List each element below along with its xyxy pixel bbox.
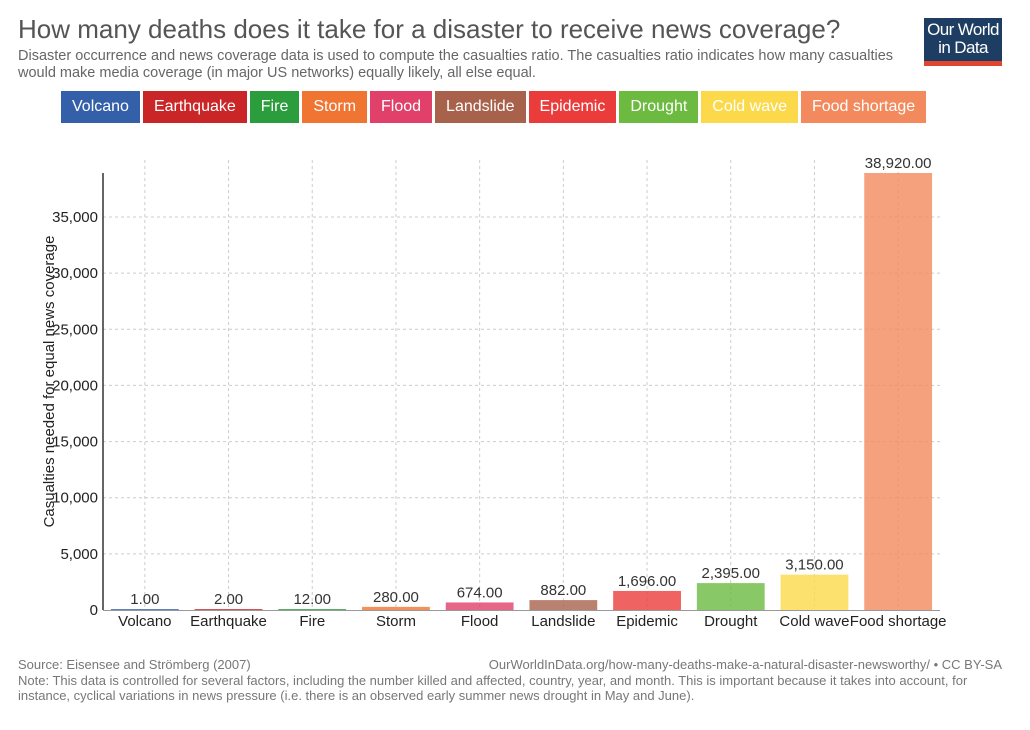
- x-tick-label: Cold wave: [779, 613, 849, 630]
- y-tick-label: 35,000: [52, 209, 98, 226]
- chart-title: How many deaths does it take for a disas…: [18, 14, 841, 44]
- y-tick-label: 20,000: [52, 377, 98, 394]
- x-tick-label: Landslide: [531, 613, 595, 630]
- source-text: Source: Eisensee and Strömberg (2007): [18, 657, 251, 672]
- x-tick-label: Food shortage: [850, 613, 947, 630]
- logo-accent-bar: [924, 61, 1002, 66]
- bar-storm[interactable]: [362, 606, 430, 610]
- legend-item-landslide[interactable]: Landslide: [435, 91, 526, 123]
- legend-item-flood[interactable]: Flood: [370, 91, 433, 123]
- x-tick-label: Earthquake: [190, 613, 267, 630]
- data-label: 2,395.00: [702, 565, 760, 582]
- bar-epidemic[interactable]: [613, 590, 681, 610]
- chart-subtitle: Disaster occurrence and news coverage da…: [18, 48, 894, 81]
- bar-food-shortage[interactable]: [864, 173, 933, 610]
- bar-volcano[interactable]: [110, 609, 179, 610]
- legend-item-cold-wave[interactable]: Cold wave: [701, 91, 798, 123]
- x-tick-label: Storm: [376, 613, 416, 630]
- y-tick-label: 10,000: [52, 490, 98, 507]
- bar-landslide[interactable]: [529, 600, 598, 610]
- bar-cold-wave[interactable]: [780, 574, 849, 610]
- legend-item-epidemic[interactable]: Epidemic: [528, 91, 617, 123]
- legend-item-food-shortage[interactable]: Food shortage: [800, 91, 927, 123]
- data-label: 674.00: [457, 584, 503, 601]
- note-text: Note: This data is controlled for severa…: [18, 673, 968, 703]
- logo-line-2: in Data: [938, 38, 988, 57]
- source-url[interactable]: OurWorldInData.org/how-many-deaths-make-…: [488, 657, 1002, 672]
- y-tick-label: 30,000: [52, 265, 98, 282]
- y-axis-label: Casualties needed for equal news coverag…: [41, 236, 58, 528]
- bar-flood[interactable]: [445, 602, 514, 610]
- data-label: 1,696.00: [618, 573, 676, 590]
- x-tick-label: Epidemic: [616, 613, 678, 630]
- x-tick-label: Drought: [704, 613, 758, 630]
- data-label: 1.00: [130, 591, 159, 608]
- y-tick-label: 0: [90, 602, 98, 619]
- data-label: 12.00: [293, 591, 331, 608]
- bar-earthquake[interactable]: [194, 609, 263, 610]
- y-tick-label: 25,000: [52, 321, 98, 338]
- x-tick-label: Volcano: [118, 613, 171, 630]
- legend-item-volcano[interactable]: Volcano: [61, 91, 140, 123]
- data-label: 882.00: [540, 582, 586, 599]
- bar-drought[interactable]: [696, 583, 765, 610]
- legend: Volcano Earthquake Fire Storm Flood Landslide…: [61, 91, 929, 123]
- owid-logo[interactable]: Our World in Data: [924, 18, 1002, 66]
- legend-item-drought[interactable]: Drought: [619, 91, 699, 123]
- legend-item-earthquake[interactable]: Earthquake: [142, 91, 247, 123]
- data-label: 38,920.00: [865, 155, 932, 172]
- y-tick-label: 15,000: [52, 434, 98, 451]
- logo-line-1: Our World: [927, 20, 999, 39]
- bar-fire[interactable]: [278, 609, 347, 610]
- legend-item-storm[interactable]: Storm: [302, 91, 368, 123]
- x-tick-label: Fire: [299, 613, 325, 630]
- y-tick-label: 5,000: [60, 546, 98, 563]
- data-label: 3,150.00: [785, 557, 843, 574]
- legend-item-fire[interactable]: Fire: [249, 91, 300, 123]
- x-tick-label: Flood: [461, 613, 499, 630]
- data-label: 2.00: [214, 591, 243, 608]
- data-label: 280.00: [373, 589, 419, 606]
